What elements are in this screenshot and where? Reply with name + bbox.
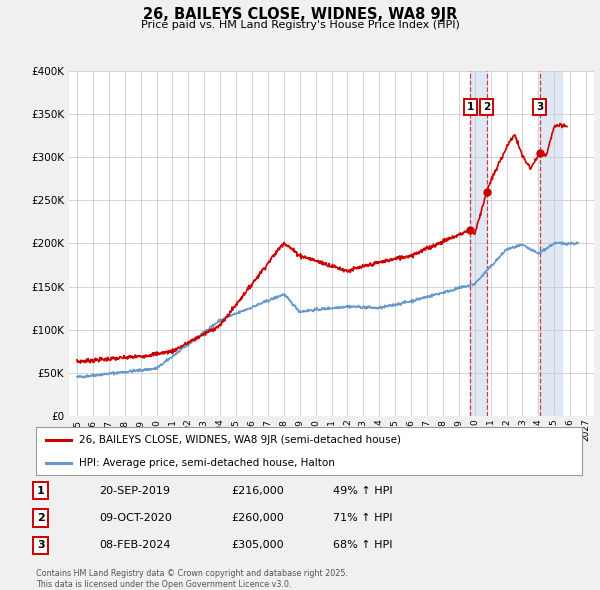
Text: £260,000: £260,000: [231, 513, 284, 523]
Point: [482, 187, 492, 196]
Point: [466, 225, 475, 234]
Bar: [470, 71, 487, 416]
Text: 2: 2: [37, 513, 44, 523]
Text: 68% ↑ HPI: 68% ↑ HPI: [333, 540, 392, 550]
Text: 1: 1: [37, 486, 44, 496]
Text: 71% ↑ HPI: 71% ↑ HPI: [333, 513, 392, 523]
Text: Price paid vs. HM Land Registry's House Price Index (HPI): Price paid vs. HM Land Registry's House …: [140, 20, 460, 30]
Text: 26, BAILEYS CLOSE, WIDNES, WA8 9JR: 26, BAILEYS CLOSE, WIDNES, WA8 9JR: [143, 7, 457, 22]
Text: £305,000: £305,000: [231, 540, 284, 550]
Text: 20-SEP-2019: 20-SEP-2019: [99, 486, 170, 496]
Text: 3: 3: [37, 540, 44, 550]
Text: 49% ↑ HPI: 49% ↑ HPI: [333, 486, 392, 496]
Text: Contains HM Land Registry data © Crown copyright and database right 2025.
This d: Contains HM Land Registry data © Crown c…: [36, 569, 348, 589]
Text: 3: 3: [536, 102, 544, 112]
Text: 1: 1: [467, 102, 474, 112]
Text: 26, BAILEYS CLOSE, WIDNES, WA8 9JR (semi-detached house): 26, BAILEYS CLOSE, WIDNES, WA8 9JR (semi…: [79, 435, 401, 445]
Text: 08-FEB-2024: 08-FEB-2024: [99, 540, 170, 550]
Bar: [540, 71, 562, 416]
Text: £216,000: £216,000: [231, 486, 284, 496]
Text: 2: 2: [484, 102, 491, 112]
Text: HPI: Average price, semi-detached house, Halton: HPI: Average price, semi-detached house,…: [79, 458, 334, 468]
Point: [535, 148, 545, 158]
Text: 09-OCT-2020: 09-OCT-2020: [99, 513, 172, 523]
